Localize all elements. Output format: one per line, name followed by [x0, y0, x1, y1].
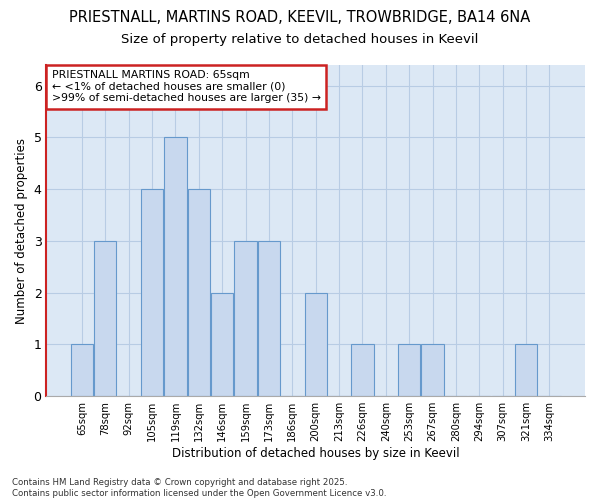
- Bar: [211, 292, 233, 396]
- Bar: [421, 344, 443, 396]
- Bar: [398, 344, 420, 396]
- Bar: [258, 241, 280, 396]
- Text: PRIESTNALL, MARTINS ROAD, KEEVIL, TROWBRIDGE, BA14 6NA: PRIESTNALL, MARTINS ROAD, KEEVIL, TROWBR…: [70, 10, 530, 25]
- Bar: [188, 189, 210, 396]
- Bar: [94, 241, 116, 396]
- X-axis label: Distribution of detached houses by size in Keevil: Distribution of detached houses by size …: [172, 447, 460, 460]
- Bar: [352, 344, 374, 396]
- Text: Contains HM Land Registry data © Crown copyright and database right 2025.
Contai: Contains HM Land Registry data © Crown c…: [12, 478, 386, 498]
- Bar: [515, 344, 537, 396]
- Text: Size of property relative to detached houses in Keevil: Size of property relative to detached ho…: [121, 32, 479, 46]
- Bar: [305, 292, 327, 396]
- Bar: [141, 189, 163, 396]
- Bar: [164, 138, 187, 396]
- Bar: [71, 344, 93, 396]
- Bar: [235, 241, 257, 396]
- Y-axis label: Number of detached properties: Number of detached properties: [15, 138, 28, 324]
- Text: PRIESTNALL MARTINS ROAD: 65sqm
← <1% of detached houses are smaller (0)
>99% of : PRIESTNALL MARTINS ROAD: 65sqm ← <1% of …: [52, 70, 321, 103]
